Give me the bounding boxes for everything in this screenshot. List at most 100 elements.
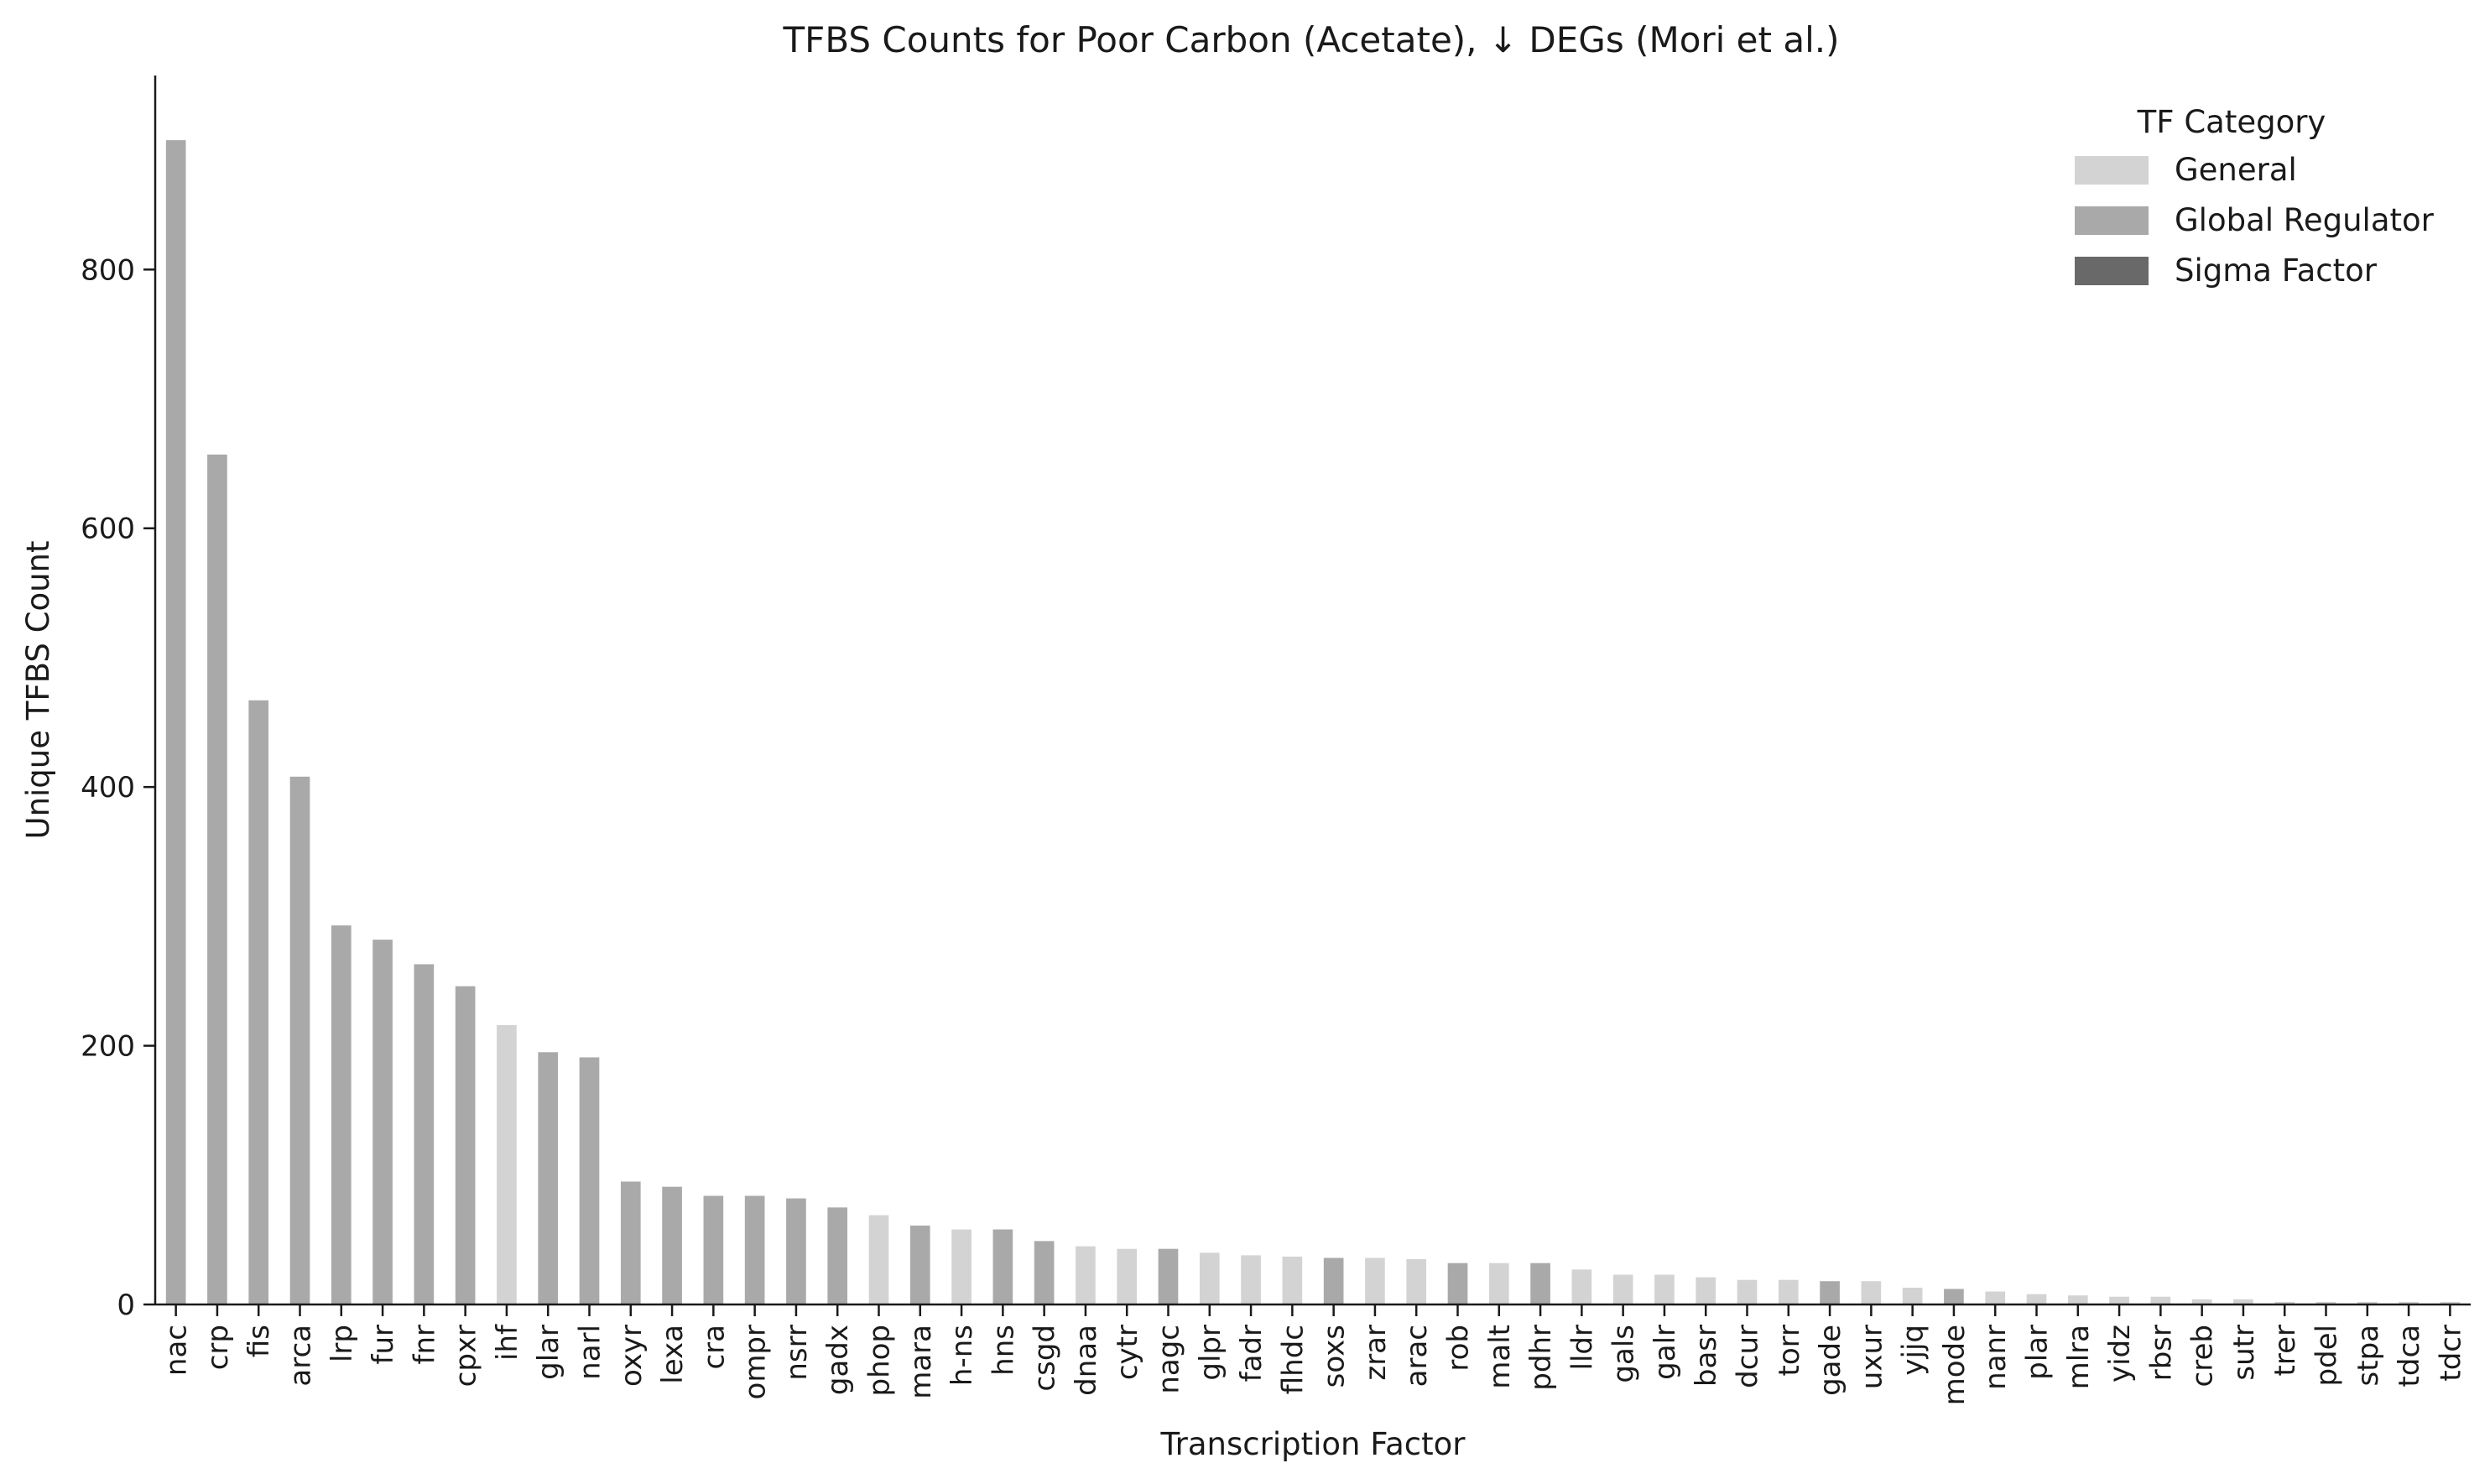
x-tick-label-basr: basr: [1690, 1325, 1723, 1387]
bar-mara: [909, 1225, 930, 1304]
legend-label-general: General: [2175, 152, 2297, 188]
bar-pdhr: [1530, 1263, 1550, 1304]
x-tick-label-h-ns: h-ns: [945, 1325, 979, 1386]
bar-fur: [372, 940, 393, 1304]
x-tick-label-glpr: glpr: [1194, 1325, 1227, 1381]
bar-cpxr: [455, 986, 476, 1304]
bar-nsrr: [786, 1198, 806, 1304]
x-tick-label-fnr: fnr: [408, 1325, 441, 1365]
y-tick-label-800: 800: [81, 253, 135, 287]
y-tick-label-400: 400: [81, 771, 135, 804]
bar-narl: [579, 1057, 600, 1304]
x-tick-label-flhdc: flhdc: [1276, 1325, 1310, 1394]
x-tick-label-mlra: mlra: [2062, 1325, 2096, 1389]
bar-trer: [2274, 1301, 2295, 1304]
bar-soxs: [1323, 1257, 1344, 1304]
x-tick-label-zrar: zrar: [1359, 1325, 1393, 1381]
legend-entries: General Global Regulator Sigma Factor: [2075, 152, 2435, 289]
x-tick-label-torr: torr: [1773, 1325, 1806, 1377]
x-tick-label-rbsr: rbsr: [2144, 1325, 2178, 1381]
x-tick-label-plar: plar: [2021, 1325, 2055, 1380]
bar-fadr: [1241, 1255, 1261, 1304]
y-axis-ticks: 0 200 400 600 800: [81, 253, 155, 1322]
bar-phop: [868, 1215, 889, 1304]
bar-tdcr: [2440, 1301, 2461, 1304]
legend-label-sigma-factor: Sigma Factor: [2175, 253, 2378, 289]
bar-zrar: [1365, 1257, 1385, 1304]
x-tick-label-hns: hns: [987, 1325, 1020, 1376]
x-tick-label-cytr: cytr: [1111, 1325, 1144, 1380]
bar-uxur: [1861, 1281, 1882, 1304]
bar-h-ns: [951, 1229, 972, 1304]
x-tick-label-rob: rob: [1442, 1325, 1476, 1372]
bar-gals: [1612, 1274, 1633, 1304]
bar-crp: [207, 454, 227, 1304]
bar-galr: [1654, 1274, 1675, 1304]
legend-swatch-general: [2075, 156, 2149, 185]
y-axis-label: Unique TFBS Count: [20, 540, 56, 839]
legend-title: TF Category: [2137, 104, 2326, 140]
bar-lrp: [331, 925, 352, 1304]
x-tick-label-mara: mara: [904, 1325, 938, 1399]
x-tick-label-nanr: nanr: [1979, 1325, 2013, 1390]
bars-group: [165, 140, 2461, 1305]
x-tick-label-lldr: lldr: [1565, 1325, 1599, 1370]
x-tick-label-trer: trer: [2269, 1325, 2302, 1376]
x-tick-label-pdel: pdel: [2310, 1325, 2344, 1387]
legend-label-global-regulator: Global Regulator: [2175, 202, 2435, 238]
x-tick-label-ompr: ompr: [739, 1325, 773, 1400]
bar-glar: [538, 1052, 559, 1304]
bar-lexa: [662, 1186, 682, 1304]
x-tick-label-fur: fur: [367, 1325, 400, 1365]
legend: TF Category General Global Regulator Sigma…: [2075, 104, 2435, 289]
x-axis-label: Transcription Factor: [1160, 1426, 1466, 1462]
x-tick-label-tdca: tdca: [2393, 1325, 2426, 1387]
x-tick-label-narl: narl: [574, 1325, 607, 1380]
bar-torr: [1778, 1279, 1799, 1304]
x-tick-label-arca: arca: [284, 1325, 318, 1387]
x-tick-label-lexa: lexa: [656, 1325, 690, 1384]
bar-rob: [1447, 1263, 1468, 1304]
bar-ihf: [497, 1024, 517, 1304]
bar-arca: [289, 776, 310, 1304]
bar-sutr: [2233, 1299, 2253, 1304]
bar-csgd: [1034, 1241, 1055, 1304]
bar-flhdc: [1282, 1256, 1303, 1304]
x-tick-label-cra: cra: [697, 1325, 731, 1370]
x-tick-label-oxyr: oxyr: [615, 1325, 649, 1387]
chart-title: TFBS Counts for Poor Carbon (Acetate), ↓…: [783, 19, 1840, 60]
bar-rbsr: [2150, 1296, 2171, 1304]
bar-yjjq: [1902, 1287, 1923, 1304]
legend-swatch-sigma-factor: [2075, 257, 2149, 285]
x-tick-label-gade: gade: [1814, 1325, 1847, 1396]
bar-yidz: [2109, 1296, 2129, 1304]
bar-dnaa: [1076, 1246, 1096, 1304]
bar-cra: [703, 1195, 724, 1304]
x-tick-label-cpxr: cpxr: [450, 1325, 483, 1387]
bar-tdca: [2399, 1301, 2419, 1304]
x-axis-ticks: nac crp fis arca lrp fur fnr cpxr ihf glar narl oxy…: [160, 1304, 2467, 1405]
x-tick-label-crp: crp: [201, 1325, 235, 1370]
bar-malt: [1488, 1263, 1509, 1304]
x-tick-label-lrp: lrp: [326, 1325, 359, 1362]
x-tick-label-tdcr: tdcr: [2434, 1325, 2467, 1382]
x-tick-label-arac: arac: [1400, 1325, 1434, 1387]
bar-nac: [165, 140, 186, 1305]
x-tick-label-glar: glar: [532, 1325, 565, 1380]
x-tick-label-csgd: csgd: [1029, 1325, 1062, 1392]
bar-lldr: [1571, 1269, 1592, 1304]
x-tick-label-nac: nac: [160, 1325, 194, 1376]
bar-cytr: [1117, 1248, 1138, 1304]
x-tick-label-nsrr: nsrr: [780, 1325, 814, 1381]
bar-glpr: [1199, 1252, 1220, 1304]
bar-mode: [1944, 1289, 1964, 1304]
bar-nanr: [1985, 1291, 2006, 1304]
x-tick-label-nagc: nagc: [1153, 1325, 1186, 1394]
x-tick-label-gadx: gadx: [821, 1325, 855, 1395]
legend-swatch-global-regulator: [2075, 206, 2149, 235]
x-tick-label-stpa: stpa: [2352, 1325, 2385, 1386]
x-tick-label-dnaa: dnaa: [1070, 1325, 1103, 1396]
x-tick-label-dcur: dcur: [1732, 1325, 1765, 1388]
bar-fis: [248, 700, 269, 1304]
